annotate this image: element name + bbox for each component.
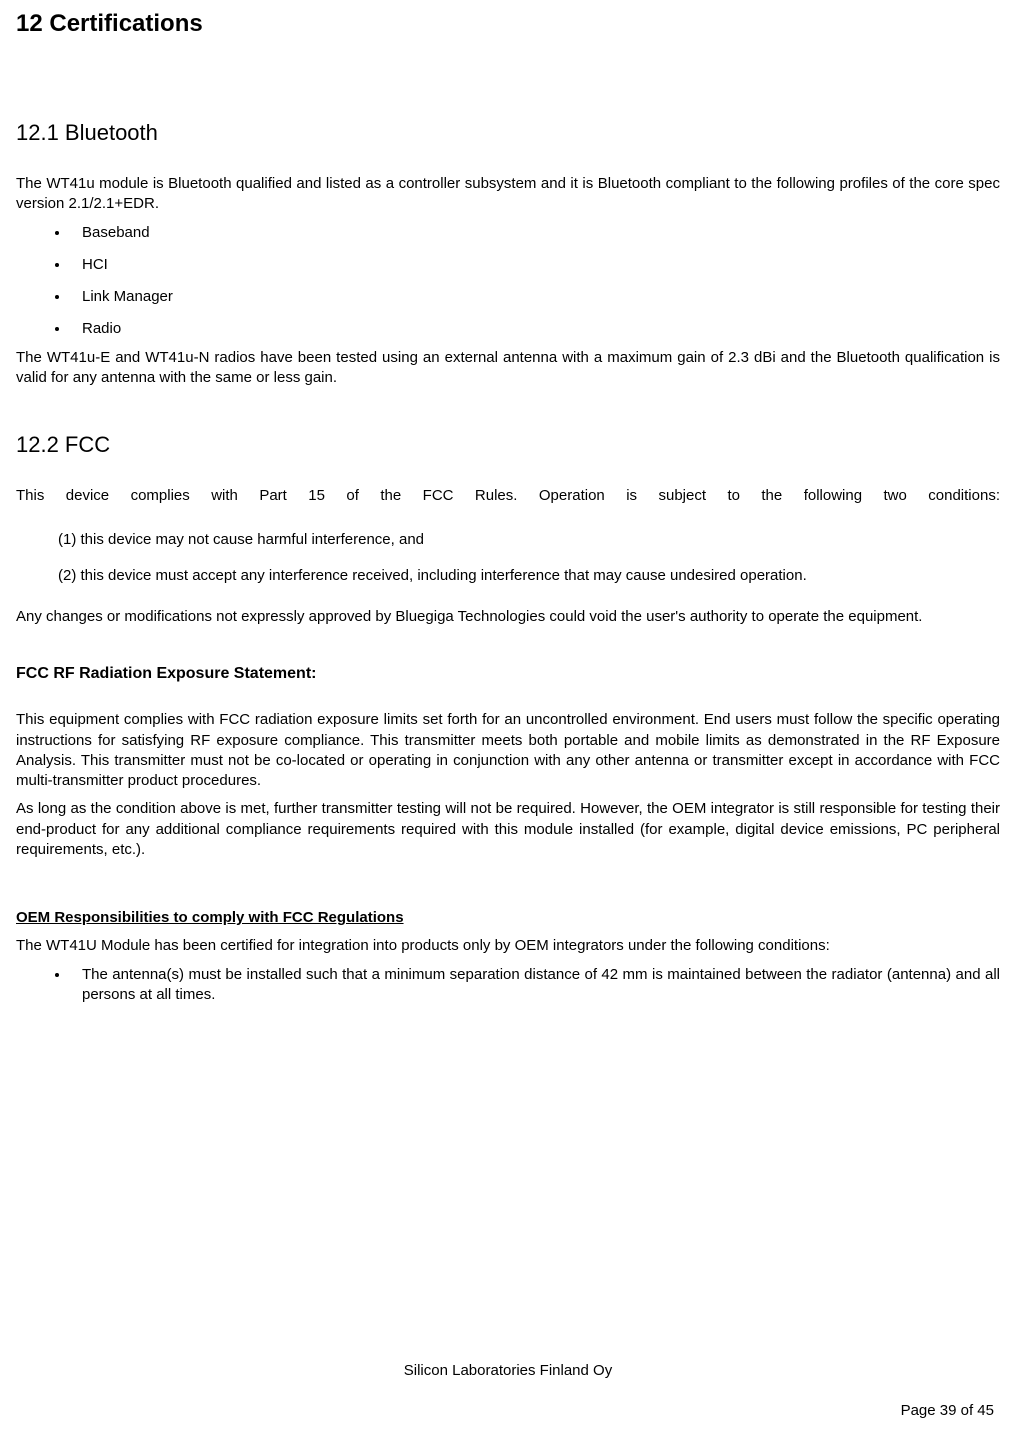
list-item: Radio [70,319,1000,339]
fcc-condition-2: (2) this device must accept any interfer… [58,566,1000,586]
heading-oem-responsibilities: OEM Responsibilities to comply with FCC … [16,908,1000,928]
list-item: Link Manager [70,287,1000,307]
rf-paragraph-1: This equipment complies with FCC radiati… [16,710,1000,791]
heading-rf-exposure: FCC RF Radiation Exposure Statement: [16,663,1000,685]
bluetooth-profiles-list: Baseband HCI Link Manager Radio [16,223,1000,340]
footer-page-number: Page 39 of 45 [901,1401,994,1421]
oem-intro: The WT41U Module has been certified for … [16,936,1000,956]
rf-paragraph-2: As long as the condition above is met, f… [16,799,1000,860]
list-item: HCI [70,255,1000,275]
list-item: The antenna(s) must be installed such th… [70,965,1000,1006]
fcc-intro: This device complies with Part 15 of the… [16,486,1000,506]
oem-conditions-list: The antenna(s) must be installed such th… [16,965,1000,1006]
footer-company: Silicon Laboratories Finland Oy [0,1361,1016,1381]
heading-bluetooth: 12.1 Bluetooth [16,118,1000,148]
heading-certifications: 12 Certifications [16,8,1000,40]
list-item: Baseband [70,223,1000,243]
fcc-conditions: (1) this device may not cause harmful in… [16,530,1000,587]
heading-fcc: 12.2 FCC [16,430,1000,460]
bluetooth-intro: The WT41u module is Bluetooth qualified … [16,174,1000,215]
fcc-changes: Any changes or modifications not express… [16,607,1000,627]
fcc-condition-1: (1) this device may not cause harmful in… [58,530,1000,550]
bluetooth-outro: The WT41u-E and WT41u-N radios have been… [16,348,1000,389]
